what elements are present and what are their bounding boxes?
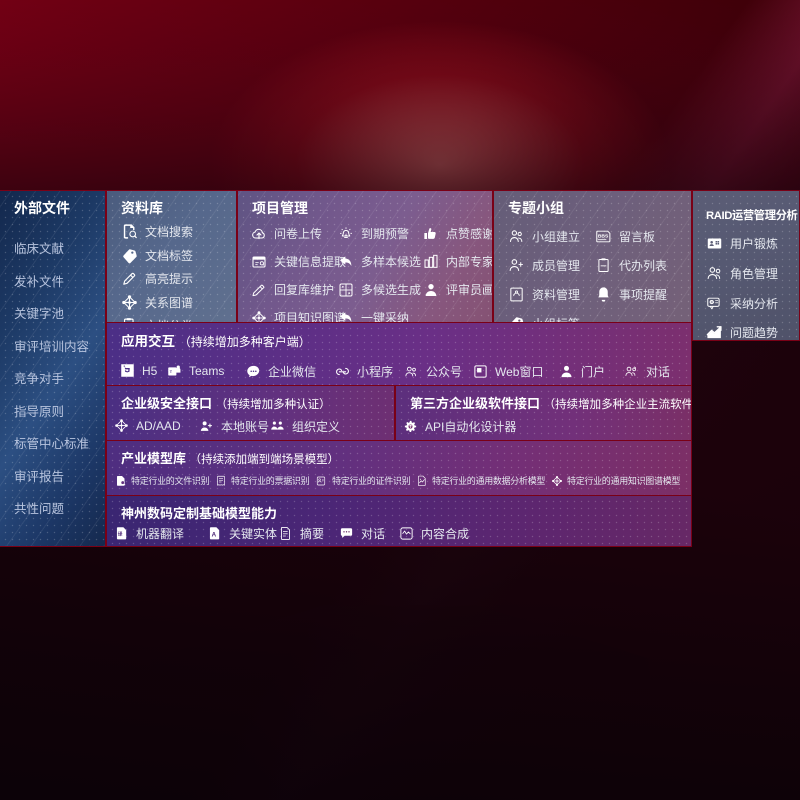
svg-text:BBS: BBS [598, 234, 609, 240]
svg-text:A: A [212, 531, 217, 538]
svg-text:译: 译 [118, 530, 123, 537]
svg-text:QA: QA [710, 300, 714, 304]
